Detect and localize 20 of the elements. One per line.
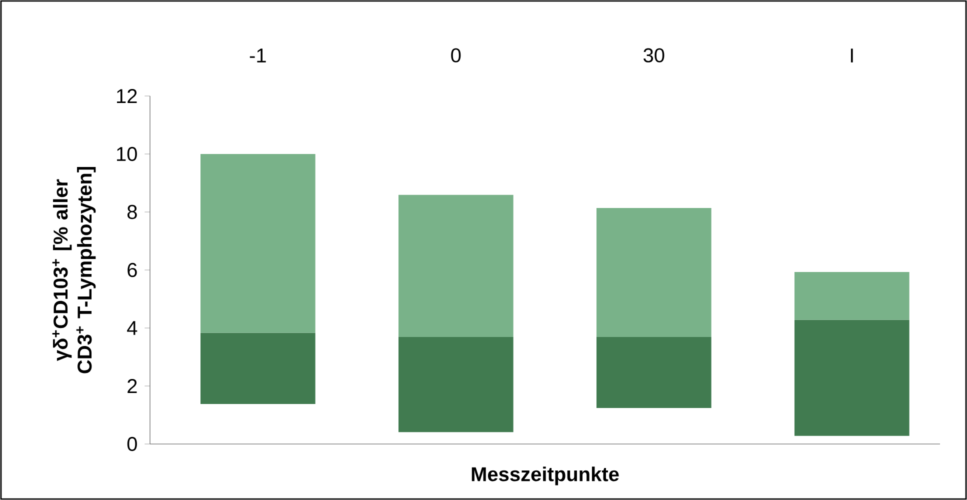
x-tick-label: 0	[451, 48, 461, 62]
bar	[596, 336, 712, 408]
bar	[398, 194, 514, 337]
y-tick-label: 0	[127, 436, 137, 452]
bar	[200, 332, 316, 404]
y-tick-label: 4	[127, 321, 138, 335]
x-tick-label: 30	[644, 48, 664, 62]
x-tick-label: I	[850, 48, 853, 62]
bar	[200, 154, 316, 333]
x-tick-label: -1	[250, 48, 266, 62]
y-tick-label: 8	[127, 204, 137, 220]
y-tick-label: 12	[117, 89, 137, 103]
x-axis-title: Messzeitpunkte	[472, 466, 619, 486]
y-tick-label: 2	[128, 379, 137, 393]
bar	[794, 320, 910, 436]
bar	[398, 336, 514, 432]
bar	[596, 208, 712, 337]
y-tick-label: 10	[117, 146, 137, 162]
bar	[794, 272, 910, 320]
y-tick-label: 6	[128, 262, 137, 278]
